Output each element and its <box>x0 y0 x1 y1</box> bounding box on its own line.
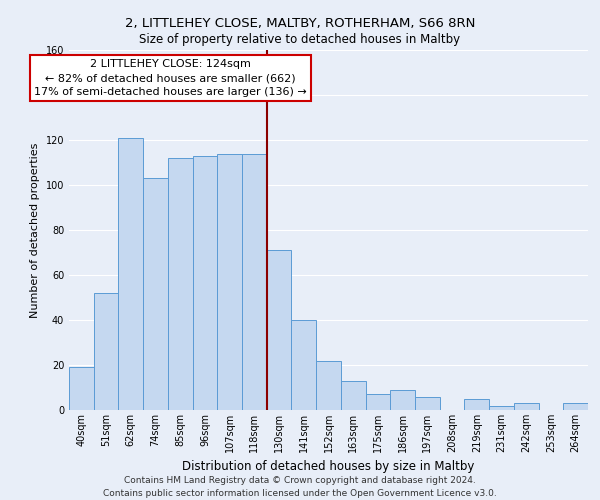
Bar <box>118 138 143 410</box>
Bar <box>365 394 390 410</box>
Bar <box>242 154 267 410</box>
Y-axis label: Number of detached properties: Number of detached properties <box>30 142 40 318</box>
Bar <box>193 156 217 410</box>
Text: 2 LITTLEHEY CLOSE: 124sqm
← 82% of detached houses are smaller (662)
17% of semi: 2 LITTLEHEY CLOSE: 124sqm ← 82% of detac… <box>34 59 307 97</box>
Bar <box>316 360 341 410</box>
X-axis label: Distribution of detached houses by size in Maltby: Distribution of detached houses by size … <box>182 460 475 473</box>
Bar <box>341 381 365 410</box>
Text: Contains HM Land Registry data © Crown copyright and database right 2024.
Contai: Contains HM Land Registry data © Crown c… <box>103 476 497 498</box>
Bar <box>489 406 514 410</box>
Bar <box>415 396 440 410</box>
Bar <box>217 154 242 410</box>
Bar <box>464 399 489 410</box>
Bar <box>94 293 118 410</box>
Bar <box>69 367 94 410</box>
Bar <box>514 403 539 410</box>
Bar <box>267 250 292 410</box>
Text: 2, LITTLEHEY CLOSE, MALTBY, ROTHERHAM, S66 8RN: 2, LITTLEHEY CLOSE, MALTBY, ROTHERHAM, S… <box>125 18 475 30</box>
Bar <box>390 390 415 410</box>
Bar <box>168 158 193 410</box>
Bar <box>563 403 588 410</box>
Bar <box>292 320 316 410</box>
Bar <box>143 178 168 410</box>
Text: Size of property relative to detached houses in Maltby: Size of property relative to detached ho… <box>139 32 461 46</box>
